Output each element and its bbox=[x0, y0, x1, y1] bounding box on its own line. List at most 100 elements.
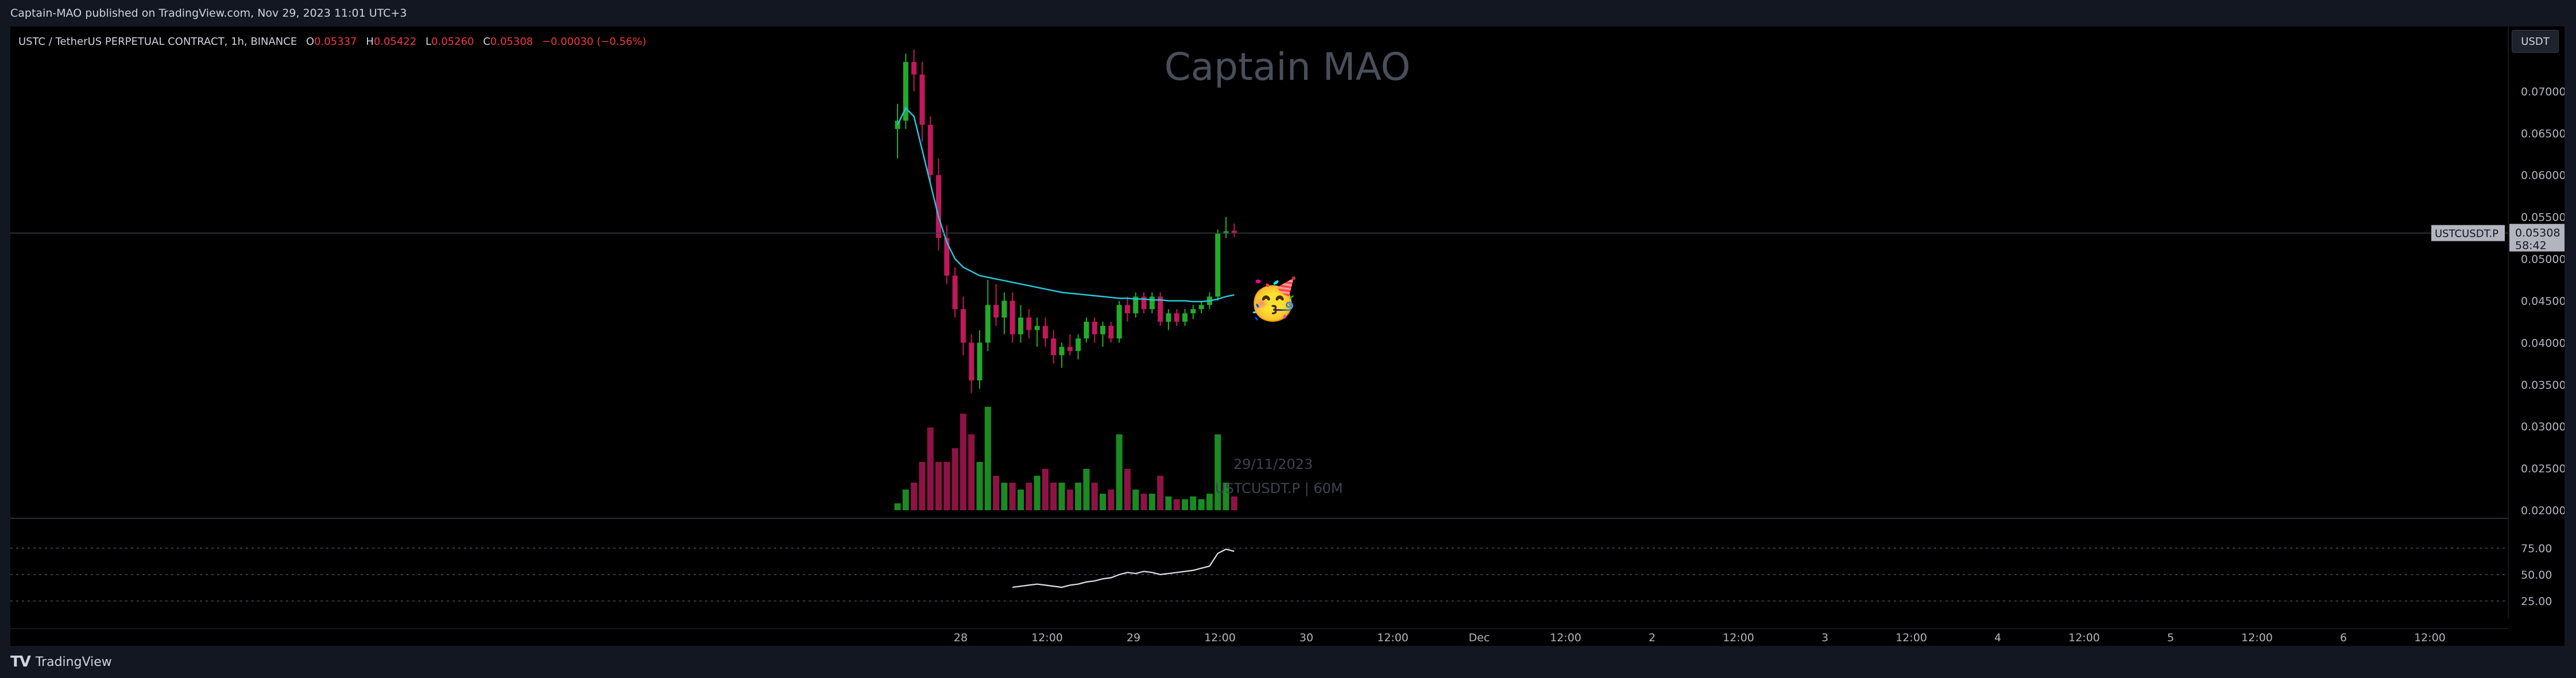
candle-body bbox=[1051, 338, 1057, 356]
rsi-tick-label: 50.00 bbox=[2521, 569, 2552, 581]
publish-info: Captain-MAO published on TradingView.com… bbox=[0, 0, 2576, 26]
volume-bar bbox=[1018, 490, 1024, 510]
open-value: 0.05337 bbox=[314, 36, 357, 48]
volume-bar bbox=[1148, 494, 1155, 510]
candle-body bbox=[927, 125, 933, 175]
candle-body bbox=[1174, 313, 1179, 322]
candle-body bbox=[969, 342, 974, 380]
chart-svg[interactable]: 29/11/2023 USTCUSDT.P | 60M 0.07000 0.0650… bbox=[10, 26, 2565, 646]
candle-body bbox=[1158, 296, 1163, 322]
rsi-tick-label: 75.00 bbox=[2521, 542, 2552, 555]
volume-bar bbox=[952, 448, 958, 510]
volume-bar bbox=[1083, 469, 1090, 510]
volume-bar bbox=[1140, 494, 1147, 510]
volume-bar bbox=[1026, 483, 1032, 510]
candle-body bbox=[1149, 296, 1155, 310]
volume-bar bbox=[1058, 483, 1065, 510]
watermark-date: 29/11/2023 bbox=[1233, 456, 1313, 472]
volume-bar bbox=[993, 476, 1000, 510]
volume-bar bbox=[919, 462, 926, 510]
candle-body bbox=[1182, 313, 1188, 322]
volume-bar bbox=[1198, 499, 1205, 510]
price-tick-label: 0.06500 bbox=[2521, 128, 2565, 140]
candle-body bbox=[944, 238, 950, 276]
candle-body bbox=[1067, 346, 1073, 351]
candle-body bbox=[1026, 317, 1032, 330]
volume-bar bbox=[1034, 476, 1041, 510]
time-axis-label: 12:00 bbox=[1204, 631, 1236, 644]
time-axis-label: 30 bbox=[1299, 631, 1313, 644]
chart-area[interactable]: 29/11/2023 USTCUSDT.P | 60M 0.07000 0.0650… bbox=[10, 26, 2565, 646]
candle-body bbox=[1009, 301, 1015, 334]
time-axis-label: 6 bbox=[2340, 631, 2347, 644]
open-label: O bbox=[305, 36, 315, 48]
candle-body bbox=[1133, 296, 1139, 314]
volume-bar bbox=[1223, 483, 1229, 510]
volume-bar bbox=[1124, 469, 1131, 510]
candle-body bbox=[952, 275, 958, 310]
price-tick-label: 0.03500 bbox=[2521, 379, 2565, 391]
volume-bar bbox=[1132, 490, 1139, 510]
volume-bar bbox=[1075, 483, 1082, 510]
candle-body bbox=[1084, 321, 1089, 339]
candle-body bbox=[1076, 338, 1081, 351]
price-tick-label: 0.04000 bbox=[2521, 337, 2565, 349]
candle-body bbox=[960, 309, 966, 343]
candle-body bbox=[936, 175, 941, 238]
last-price-symbol: USTCUSDT.P bbox=[2435, 228, 2498, 240]
tradingview-logo[interactable]: TV TradingView bbox=[10, 653, 112, 671]
volume-bar bbox=[976, 462, 983, 510]
candle-countdown: 58:42 bbox=[2515, 240, 2547, 252]
volume-bar bbox=[1231, 496, 1237, 510]
time-axis-label: 12:00 bbox=[1723, 631, 1754, 644]
tradingview-brand: TradingView bbox=[35, 654, 112, 669]
volume-bar bbox=[935, 462, 942, 510]
candle-body bbox=[903, 61, 908, 121]
price-tick-label: 0.05500 bbox=[2521, 211, 2565, 224]
volume-bar bbox=[927, 427, 934, 510]
volume-bar bbox=[968, 434, 975, 510]
volume-bar bbox=[1182, 499, 1188, 510]
candle-body bbox=[977, 342, 983, 380]
candle-body bbox=[919, 74, 925, 125]
rsi-tick-label: 25.00 bbox=[2521, 595, 2552, 608]
volume-bar bbox=[984, 407, 991, 510]
volume-bar bbox=[1001, 483, 1008, 510]
price-tick-label: 0.03000 bbox=[2521, 421, 2565, 433]
symbol-legend: USTC / TetherUS PERPETUAL CONTRACT, 1h, … bbox=[18, 36, 647, 48]
high-value: 0.05422 bbox=[373, 36, 417, 48]
party-emoji-icon: 🥳 bbox=[1248, 276, 1298, 323]
candle-body bbox=[1231, 230, 1237, 233]
volume-bar bbox=[1100, 494, 1106, 510]
rsi-line bbox=[1012, 548, 1235, 588]
currency-button[interactable]: USDT bbox=[2512, 30, 2559, 53]
close-label: C bbox=[483, 36, 490, 48]
volume-bar bbox=[1206, 494, 1213, 510]
low-label: L bbox=[426, 36, 432, 48]
time-axis-label: 3 bbox=[1821, 631, 1828, 644]
last-price-symbol-tag bbox=[2431, 225, 2505, 241]
high-label: H bbox=[366, 36, 374, 48]
low-value: 0.05260 bbox=[431, 36, 474, 48]
volume-bar bbox=[1165, 496, 1172, 510]
volume-bars: 29/11/2023 USTCUSDT.P | 60M bbox=[894, 407, 1343, 510]
candle-body bbox=[1215, 233, 1221, 297]
volume-bar bbox=[960, 414, 966, 510]
candle-body bbox=[993, 305, 999, 318]
footer: TV TradingView bbox=[0, 646, 2576, 678]
time-axis-label: 29 bbox=[1127, 631, 1140, 644]
candle-body bbox=[1166, 313, 1171, 322]
candle-body bbox=[985, 305, 991, 343]
price-tick-label: 0.06000 bbox=[2521, 170, 2565, 182]
price-scale: 0.07000 0.06500 0.06000 0.05500 0.05000 0.045… bbox=[10, 26, 2565, 618]
volume-bar bbox=[1108, 490, 1115, 510]
candle-body bbox=[1092, 321, 1097, 334]
volume-bar bbox=[1050, 483, 1057, 510]
change-value: −0.00030 (−0.56%) bbox=[541, 36, 647, 48]
price-tick-label: 0.04500 bbox=[2521, 295, 2565, 307]
time-axis-label: 12:00 bbox=[2068, 631, 2100, 644]
symbol-title: USTC / TetherUS PERPETUAL CONTRACT, 1h, … bbox=[18, 36, 297, 48]
time-axis-label: 12:00 bbox=[1550, 631, 1581, 644]
candle-body bbox=[1100, 326, 1105, 334]
volume-bar bbox=[1042, 469, 1049, 510]
